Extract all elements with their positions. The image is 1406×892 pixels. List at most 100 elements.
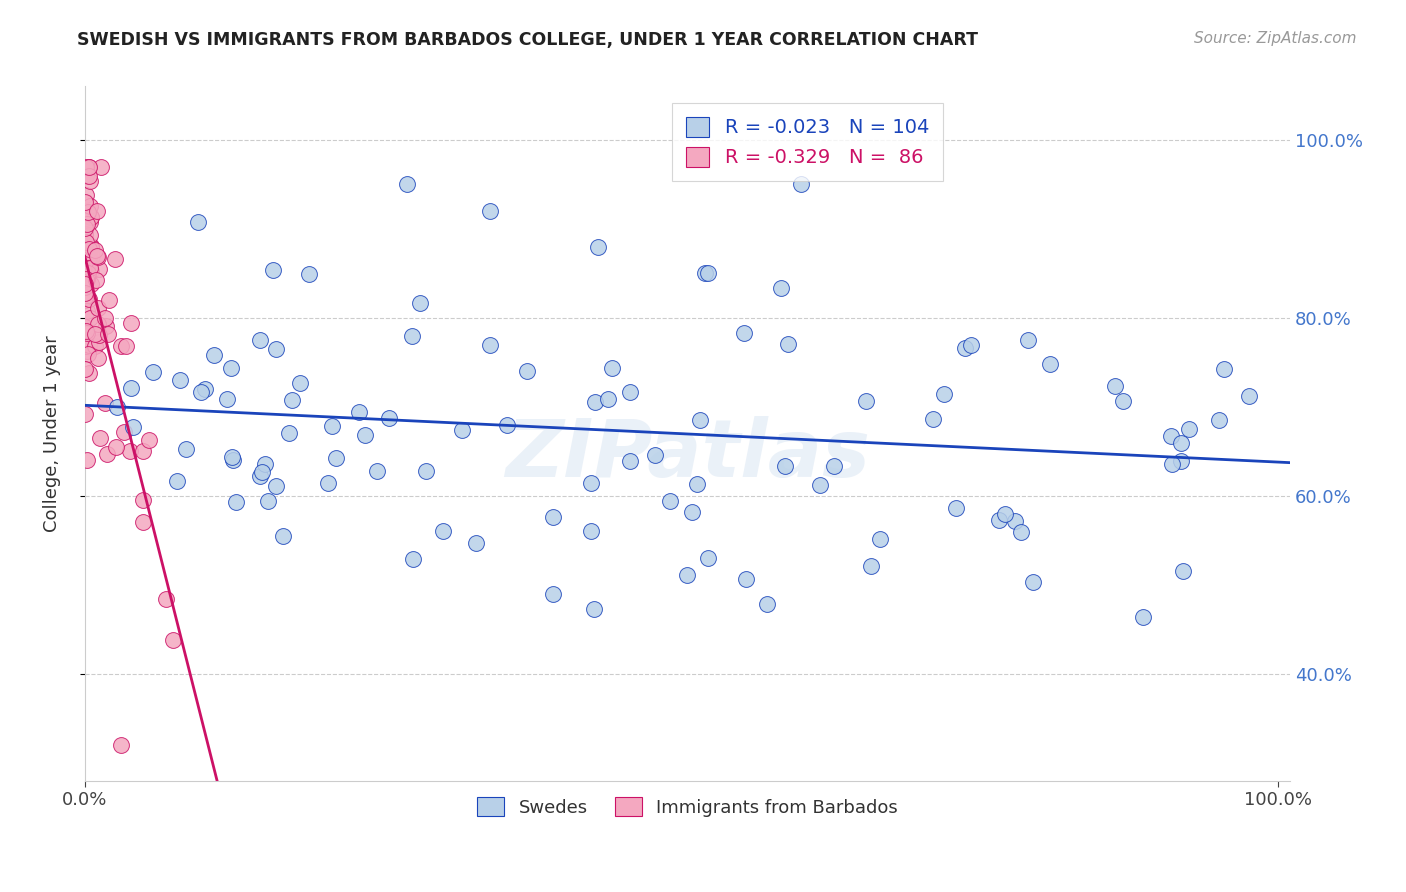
Point [77,242,100,256]
Point [86,204,108,219]
Point [73,362,96,376]
Point [695,266,717,280]
Point [90,160,112,174]
Text: ZIPatlas: ZIPatlas [505,416,870,493]
Point [770,281,793,295]
Point [249,333,271,347]
Point [166,474,188,488]
Point [79,227,101,242]
Point [79,261,101,276]
Point [1170,435,1192,450]
Point [756,597,779,611]
Point [97,326,120,341]
Point [80,211,103,225]
Point [1021,574,1043,589]
Point [1208,413,1230,427]
Point [86,249,108,263]
Point [250,465,273,479]
Point [77,366,100,380]
Point [415,464,437,478]
Point [77,250,100,264]
Point [94,318,117,333]
Point [83,243,105,257]
Point [86,351,108,366]
Point [934,387,956,401]
Point [105,401,128,415]
Point [75,280,97,294]
Point [1112,394,1135,409]
Point [162,632,184,647]
Point [921,412,943,426]
Point [579,524,602,539]
Point [1010,524,1032,539]
Point [681,505,703,519]
Point [89,261,111,276]
Point [86,250,108,264]
Point [75,160,97,174]
Point [110,739,132,753]
Point [1177,422,1199,436]
Point [114,339,136,353]
Point [994,508,1017,522]
Point [76,266,98,280]
Point [1017,333,1039,347]
Point [75,194,97,209]
Point [697,551,720,566]
Point [131,444,153,458]
Point [89,431,111,445]
Point [190,384,212,399]
Point [619,385,641,400]
Point [735,572,758,586]
Point [73,227,96,242]
Point [155,592,177,607]
Point [945,501,967,516]
Point [79,199,101,213]
Point [869,533,891,547]
Point [264,479,287,493]
Point [325,451,347,466]
Point [676,568,699,582]
Point [87,317,110,331]
Point [73,252,96,266]
Point [174,442,197,456]
Point [76,339,98,353]
Point [409,296,432,310]
Point [138,433,160,447]
Point [132,516,155,530]
Point [76,326,98,340]
Point [366,464,388,478]
Point [1104,379,1126,393]
Point [80,240,103,254]
Point [543,587,565,601]
Point [316,475,339,490]
Point [76,452,98,467]
Point [120,381,142,395]
Point [169,373,191,387]
Point [1213,361,1236,376]
Y-axis label: College, Under 1 year: College, Under 1 year [44,335,60,532]
Point [87,334,110,349]
Point [73,320,96,334]
Point [464,535,486,549]
Point [77,205,100,219]
Point [104,252,127,266]
Point [273,529,295,543]
Point [110,339,132,353]
Point [1237,389,1260,403]
Point [73,407,96,421]
Point [121,316,143,330]
Point [73,293,96,307]
Point [75,188,97,202]
Point [855,394,877,409]
Point [215,392,238,407]
Point [543,510,565,524]
Point [619,454,641,468]
Point [84,273,107,287]
Point [288,376,311,391]
Point [1132,610,1154,624]
Legend: Swedes, Immigrants from Barbados: Swedes, Immigrants from Barbados [470,790,905,824]
Point [658,494,681,508]
Point [79,215,101,229]
Point [960,338,983,352]
Point [1004,514,1026,528]
